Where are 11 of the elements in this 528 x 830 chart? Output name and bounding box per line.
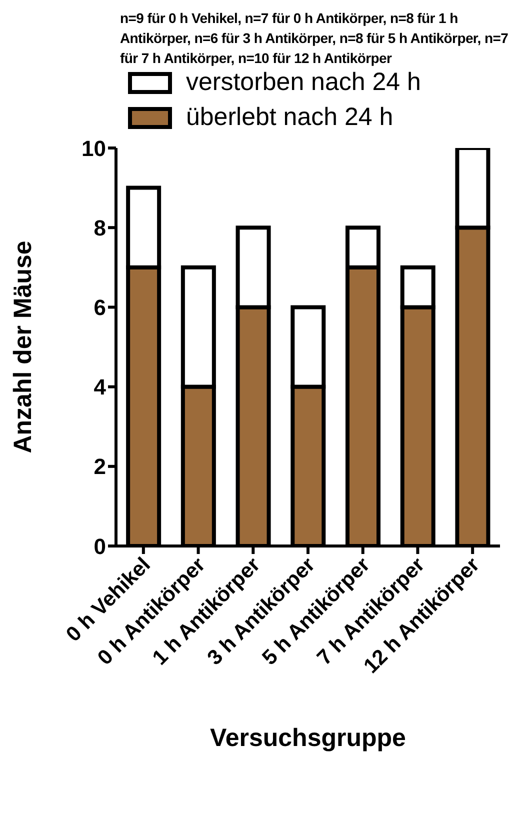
text: n=9 für 0 h Vehikel, n=7 für 0 h Antikörper, n=8 für 1 h Antikörper, n=6 für 3 h Antikörper, n=8 für 5 h Antikörper, n=7 für 7 h Antikörper, n=10 für 12 h Antikörper xyxy=(120,9,510,68)
y-tick-label: 10 xyxy=(82,136,106,161)
y-tick-label: 2 xyxy=(94,454,106,480)
y-tick-label: 0 xyxy=(94,534,106,559)
legend-label: überlebt nach 24 h xyxy=(186,103,394,132)
legend-label: verstorben nach 24 h xyxy=(186,68,421,97)
x-axis-title: Versuchsgruppe xyxy=(210,724,406,752)
y-axis-title: Anzahl der Mäuse xyxy=(8,240,37,454)
y-tick-label: 4 xyxy=(94,374,107,400)
y-tick-label: 6 xyxy=(94,295,106,320)
y-tick-label: 8 xyxy=(94,215,106,240)
